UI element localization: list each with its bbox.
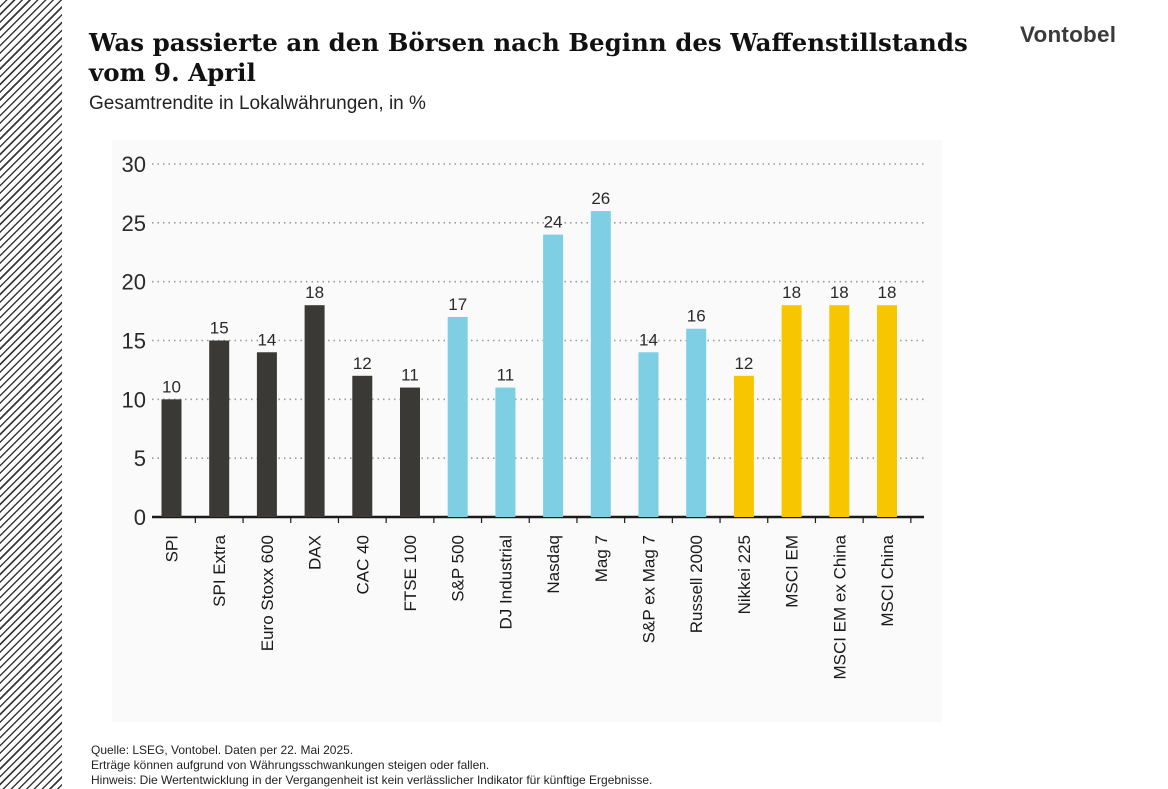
category-label: MSCI China	[878, 534, 897, 626]
category-label: Nikkei 225	[735, 535, 754, 614]
category-label: FTSE 100	[401, 535, 420, 612]
bar	[495, 387, 516, 517]
chart-subtitle: Gesamtrendite in Lokalwährungen, in %	[89, 93, 426, 114]
bar	[686, 328, 707, 517]
bar	[543, 234, 564, 517]
category-label: DAX	[306, 535, 325, 570]
category-label: Russell 2000	[687, 535, 706, 633]
category-label: S&P 500	[449, 535, 468, 602]
category-label: S&P ex Mag 7	[640, 535, 659, 643]
bar	[400, 387, 420, 517]
chart-title: Was passierte an den Börsen nach Beginn …	[89, 28, 989, 88]
category-label: SPI	[163, 535, 182, 562]
value-label: 11	[497, 366, 515, 385]
value-label: 12	[734, 354, 753, 373]
category-label: SPI Extra	[210, 534, 229, 606]
bar	[781, 305, 802, 517]
y-tick-label: 0	[134, 505, 146, 530]
decorative-hatch-stripe	[0, 0, 62, 789]
value-label: 18	[878, 283, 897, 302]
value-label: 12	[353, 354, 372, 373]
y-tick-label: 20	[122, 270, 146, 295]
y-tick-label: 15	[122, 329, 146, 354]
category-label: MSCI EM ex China	[830, 534, 849, 679]
bar	[161, 399, 182, 517]
bar	[209, 340, 230, 517]
bar	[638, 352, 659, 517]
bar	[304, 305, 325, 517]
bar	[352, 375, 373, 517]
chart-title-line-1: Was passierte an den Börsen nach Beginn …	[89, 28, 968, 57]
value-label: 24	[544, 213, 563, 232]
bar	[256, 352, 277, 517]
label-layer: 0 5 10 15 20 25 30 10 SPI 15 SPI Extra 14 Euro Stoxx…	[122, 152, 897, 680]
category-label: CAC 40	[353, 535, 372, 595]
y-tick-label: 25	[122, 211, 146, 236]
bar	[733, 375, 754, 517]
category-label: DJ Industrial	[496, 535, 515, 629]
vontobel-logo: Vontobel	[1020, 22, 1117, 47]
bar	[447, 316, 468, 517]
currency-note: Erträge können aufgrund von Währungsschw…	[91, 758, 490, 772]
value-label: 26	[591, 189, 610, 208]
footer-notes: Quelle: LSEG, Vontobel. Daten per 22. Ma…	[91, 743, 1091, 788]
chart-title-line-2: vom 9. April	[89, 58, 256, 87]
bar	[829, 305, 850, 517]
value-label: 16	[687, 307, 706, 326]
category-label: Nasdaq	[544, 535, 563, 594]
bar-layer	[161, 211, 897, 518]
value-label: 18	[305, 283, 324, 302]
category-label: MSCI EM	[783, 535, 802, 608]
value-label: 14	[639, 330, 658, 349]
y-tick-label: 5	[134, 446, 146, 471]
value-label: 11	[401, 366, 419, 385]
grid-layer	[152, 163, 924, 523]
y-tick-label: 30	[122, 152, 146, 177]
category-label: Mag 7	[592, 535, 611, 582]
bar	[590, 211, 611, 518]
bar-chart-area: 0 5 10 15 20 25 30 10 SPI 15 SPI Extra 14 Euro Stoxx…	[112, 140, 942, 722]
performance-disclaimer: Hinweis: Die Wertentwicklung in der Verg…	[91, 773, 653, 787]
source-note: Quelle: LSEG, Vontobel. Daten per 22. Ma…	[91, 743, 354, 757]
value-label: 17	[448, 295, 467, 314]
bar-chart: 0 5 10 15 20 25 30 10 SPI 15 SPI Extra 14 Euro Stoxx…	[122, 152, 924, 680]
value-label: 15	[210, 319, 229, 338]
bar	[877, 305, 897, 517]
value-label: 18	[830, 283, 849, 302]
value-label: 18	[782, 283, 801, 302]
y-tick-label: 10	[122, 387, 146, 412]
value-label: 10	[162, 377, 181, 396]
category-label: Euro Stoxx 600	[258, 535, 277, 651]
value-label: 14	[257, 330, 276, 349]
